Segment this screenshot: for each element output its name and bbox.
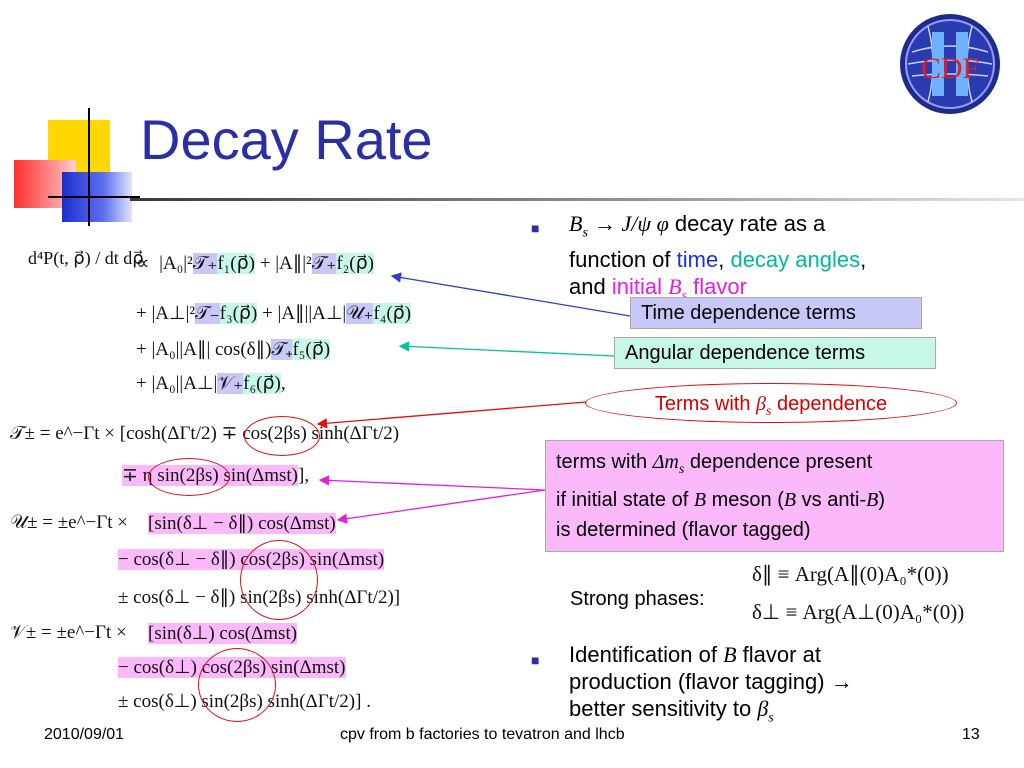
decoration-vertical-line	[88, 108, 90, 226]
bullet-marker: ■	[531, 220, 540, 236]
beta-highlight-ellipse	[244, 416, 320, 456]
svg-text:CDF: CDF	[921, 52, 979, 85]
slide-title: Decay Rate	[140, 108, 433, 171]
formula-row-4: + |A₀||A⊥|𝒱₊f₆(ρ⃗),	[136, 373, 286, 394]
v-pm-formula: 𝒱± = ±e^−Γt ×	[10, 622, 127, 643]
bullet-marker: ■	[531, 652, 540, 668]
decoration-horizontal-line	[48, 196, 140, 198]
strong-phases-label: Strong phases:	[570, 588, 705, 610]
title-rule	[130, 198, 1024, 201]
dm-arrow-2	[336, 489, 546, 524]
delta-m-dependence-label: terms with Δms dependence present if ini…	[545, 440, 1004, 552]
delta-perp-formula: δ⊥ ≡ Arg(A⊥(0)A₀*(0))	[752, 600, 965, 624]
u-pm-formula-line1: [sin(δ⊥ − δ∥) cos(Δmst)	[148, 513, 336, 534]
formula-row-3: + |A₀||A∥| cos(δ∥)𝒯₊f₅(ρ⃗)	[136, 339, 331, 360]
beta-highlight-ellipse	[148, 458, 230, 496]
time-arrow	[390, 272, 631, 317]
bullet1-text: Bs → J/ψ φ decay rate as a function of t…	[569, 211, 867, 304]
footer-date: 2010/09/01	[44, 726, 125, 743]
dm-arrow-1	[318, 475, 546, 491]
angular-dependence-label: Angular dependence terms	[614, 337, 936, 369]
beta-arrow	[316, 401, 587, 429]
cdf-logo: CDF	[900, 14, 1000, 114]
angular-arrow	[398, 341, 615, 357]
formula-row-1: ∝ |A₀|²𝒯₊f₁(ρ⃗) + |A∥|²𝒯₊f₂(ρ⃗)	[136, 253, 375, 274]
footer-page-number: 13	[962, 726, 980, 743]
delta-parallel-formula: δ∥ ≡ Arg(A∥(0)A₀*(0))	[752, 562, 949, 586]
footer-title: cpv from b factories to tevatron and lhc…	[340, 726, 625, 743]
beta-dependence-label: Terms with βs dependence	[585, 383, 957, 423]
v-pm-formula-line1: [sin(δ⊥) cos(Δmst)	[148, 623, 298, 644]
bullet2-text: Identification of B flavor at production…	[569, 642, 853, 726]
time-dependence-label: Time dependence terms	[630, 297, 922, 329]
formula-row-2: + |A⊥|²𝒯₋f₃(ρ⃗) + |A∥||A⊥|𝒰₊f₄(ρ⃗)	[136, 303, 412, 324]
beta-highlight-ellipse	[240, 540, 318, 620]
formula-lhs: d⁴P(t, ρ⃗) / dt dρ⃗	[28, 248, 144, 268]
u-pm-formula: 𝒰± = ±e^−Γt ×	[10, 512, 128, 533]
beta-highlight-ellipse	[198, 648, 276, 722]
